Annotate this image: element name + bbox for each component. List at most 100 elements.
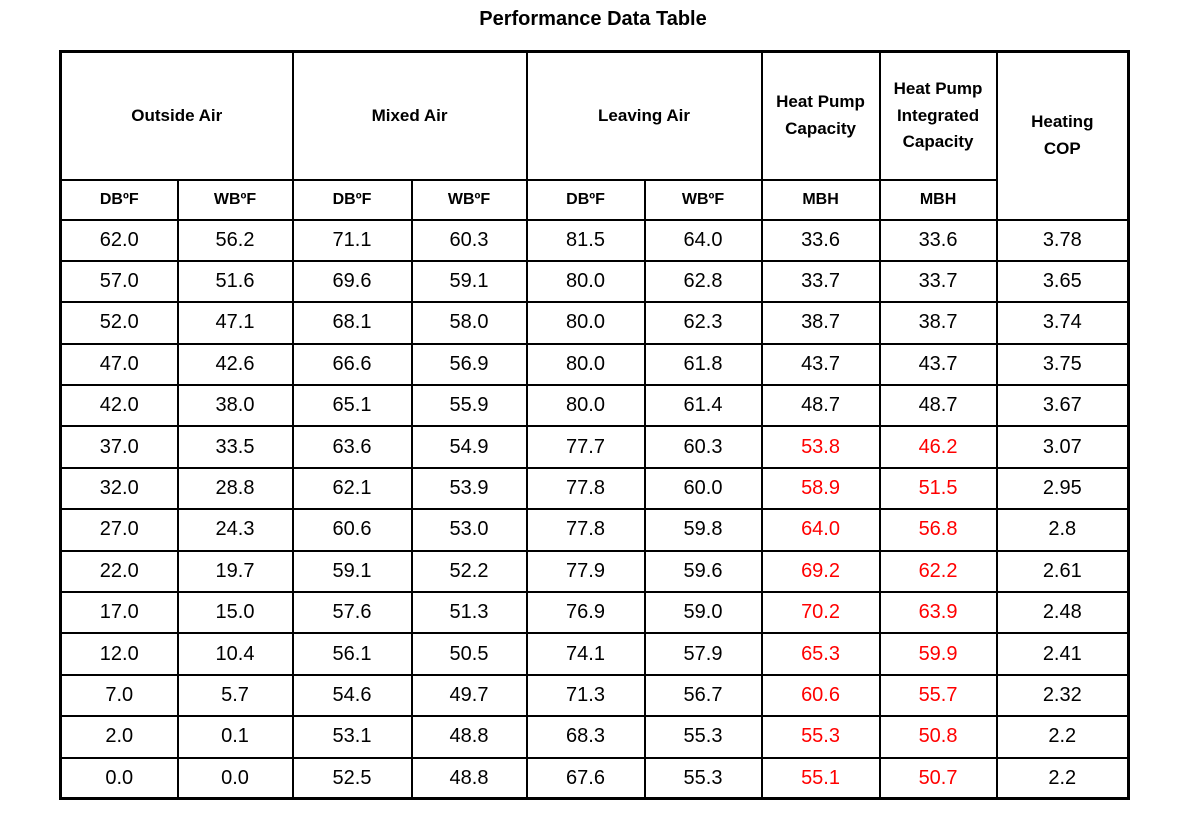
table-row: 17.0 15.0 57.6 51.3 76.9 59.0 70.2 63.9 2.48 [59,591,1130,635]
table-row: 7.0 5.7 54.6 49.7 71.3 56.7 60.6 55.7 2.32 [59,673,1130,718]
cell-heating-cop: 2.41 [995,632,1130,676]
cell-la-db: 80.0 [525,384,646,428]
page-title: Performance Data Table [479,8,707,30]
cell-oa-wb: 15.0 [176,591,294,635]
cell-hp-integrated-capacity: 51.5 [878,466,998,511]
cell-hp-integrated-capacity: 50.7 [878,756,998,800]
cell-hp-capacity: 55.3 [760,715,881,759]
cell-oa-wb: 10.4 [176,632,294,676]
cell-hp-capacity: 58.9 [760,466,881,511]
cell-ma-db: 66.6 [291,342,413,387]
cell-oa-db: 2.0 [59,715,179,759]
cell-hp-integrated-capacity: 50.8 [878,715,998,759]
cell-ma-wb: 53.9 [410,466,528,511]
cell-la-wb: 61.4 [643,384,763,428]
cell-hp-capacity: 60.6 [760,673,881,718]
table-row: 42.0 38.0 65.1 55.9 80.0 61.4 48.7 48.7 3.67 [59,384,1130,428]
cell-oa-wb: 5.7 [176,673,294,718]
cell-heating-cop: 3.75 [995,342,1130,387]
cell-ma-wb: 54.9 [410,425,528,469]
cell-hp-capacity: 69.2 [760,549,881,594]
cell-oa-db: 62.0 [59,218,179,262]
cell-heating-cop: 2.48 [995,591,1130,635]
cell-la-db: 81.5 [525,218,646,262]
cell-ma-wb: 48.8 [410,756,528,800]
cell-la-db: 77.9 [525,549,646,594]
cell-la-db: 71.3 [525,673,646,718]
group-header-heating-cop: Heating COP [995,50,1130,221]
cell-oa-db: 17.0 [59,591,179,635]
cell-heating-cop: 3.78 [995,218,1130,262]
cell-la-db: 77.7 [525,425,646,469]
cell-ma-db: 57.6 [291,591,413,635]
table-row: 12.0 10.4 56.1 50.5 74.1 57.9 65.3 59.9 2.41 [59,632,1130,676]
table-row: 27.0 24.3 60.6 53.0 77.8 59.8 64.0 56.8 2.8 [59,508,1130,552]
table-body: 62.0 56.2 71.1 60.3 81.5 64.0 33.6 33.6 3.78 57.0… [59,218,1130,800]
group-header-mixed-air: Mixed Air [291,50,528,181]
cell-oa-db: 57.0 [59,259,179,304]
cell-heating-cop: 3.65 [995,259,1130,304]
cell-oa-wb: 24.3 [176,508,294,552]
cell-oa-wb: 47.1 [176,301,294,345]
cell-hp-integrated-capacity: 33.6 [878,218,998,262]
cell-hp-capacity: 55.1 [760,756,881,800]
cell-ma-wb: 58.0 [410,301,528,345]
cell-hp-capacity: 43.7 [760,342,881,387]
cell-ma-db: 60.6 [291,508,413,552]
cell-la-wb: 59.6 [643,549,763,594]
cell-ma-wb: 50.5 [410,632,528,676]
cell-la-wb: 61.8 [643,342,763,387]
cell-heating-cop: 3.74 [995,301,1130,345]
cell-ma-wb: 55.9 [410,384,528,428]
cell-heating-cop: 2.95 [995,466,1130,511]
subheader-hp-capacity-mbh: MBH [760,178,881,221]
table-row: 0.0 0.0 52.5 48.8 67.6 55.3 55.1 50.7 2.2 [59,756,1130,800]
cell-la-db: 74.1 [525,632,646,676]
subheader-oa-db: DBºF [59,178,179,221]
cell-oa-wb: 38.0 [176,384,294,428]
cell-heating-cop: 2.2 [995,756,1130,800]
header-group-row: Outside Air Mixed Air Leaving Air Heat P… [59,50,1130,221]
cell-oa-db: 0.0 [59,756,179,800]
cell-oa-wb: 0.1 [176,715,294,759]
cell-hp-integrated-capacity: 33.7 [878,259,998,304]
cell-la-wb: 60.0 [643,466,763,511]
cell-hp-integrated-capacity: 63.9 [878,591,998,635]
cell-heating-cop: 2.61 [995,549,1130,594]
cell-la-wb: 55.3 [643,715,763,759]
cell-ma-db: 68.1 [291,301,413,345]
cell-oa-wb: 56.2 [176,218,294,262]
cell-ma-wb: 49.7 [410,673,528,718]
cell-ma-db: 59.1 [291,549,413,594]
group-header-outside-air: Outside Air [59,50,294,181]
table-row: 32.0 28.8 62.1 53.9 77.8 60.0 58.9 51.5 2.95 [59,466,1130,511]
cell-hp-capacity: 33.7 [760,259,881,304]
cell-oa-wb: 42.6 [176,342,294,387]
cell-oa-db: 22.0 [59,549,179,594]
cell-oa-db: 42.0 [59,384,179,428]
cell-heating-cop: 3.67 [995,384,1130,428]
cell-ma-db: 56.1 [291,632,413,676]
subheader-ma-db: DBºF [291,178,413,221]
cell-la-wb: 62.8 [643,259,763,304]
cell-oa-wb: 33.5 [176,425,294,469]
subheader-la-wb: WBºF [643,178,763,221]
cell-oa-db: 37.0 [59,425,179,469]
cell-ma-wb: 52.2 [410,549,528,594]
table-row: 57.0 51.6 69.6 59.1 80.0 62.8 33.7 33.7 3.65 [59,259,1130,304]
cell-la-wb: 55.3 [643,756,763,800]
cell-oa-db: 52.0 [59,301,179,345]
table-row: 37.0 33.5 63.6 54.9 77.7 60.3 53.8 46.2 3.07 [59,425,1130,469]
cell-ma-db: 69.6 [291,259,413,304]
table-row: 47.0 42.6 66.6 56.9 80.0 61.8 43.7 43.7 3.75 [59,342,1130,387]
group-header-heat-pump-capacity: Heat Pump Capacity [760,50,881,181]
cell-hp-integrated-capacity: 56.8 [878,508,998,552]
cell-la-db: 80.0 [525,342,646,387]
table-row: 62.0 56.2 71.1 60.3 81.5 64.0 33.6 33.6 3.78 [59,218,1130,262]
cell-hp-integrated-capacity: 48.7 [878,384,998,428]
cell-hp-capacity: 38.7 [760,301,881,345]
cell-ma-db: 63.6 [291,425,413,469]
group-header-heat-pump-integrated-capacity: Heat Pump Integrated Capacity [878,50,998,181]
cell-hp-integrated-capacity: 46.2 [878,425,998,469]
cell-la-wb: 59.0 [643,591,763,635]
